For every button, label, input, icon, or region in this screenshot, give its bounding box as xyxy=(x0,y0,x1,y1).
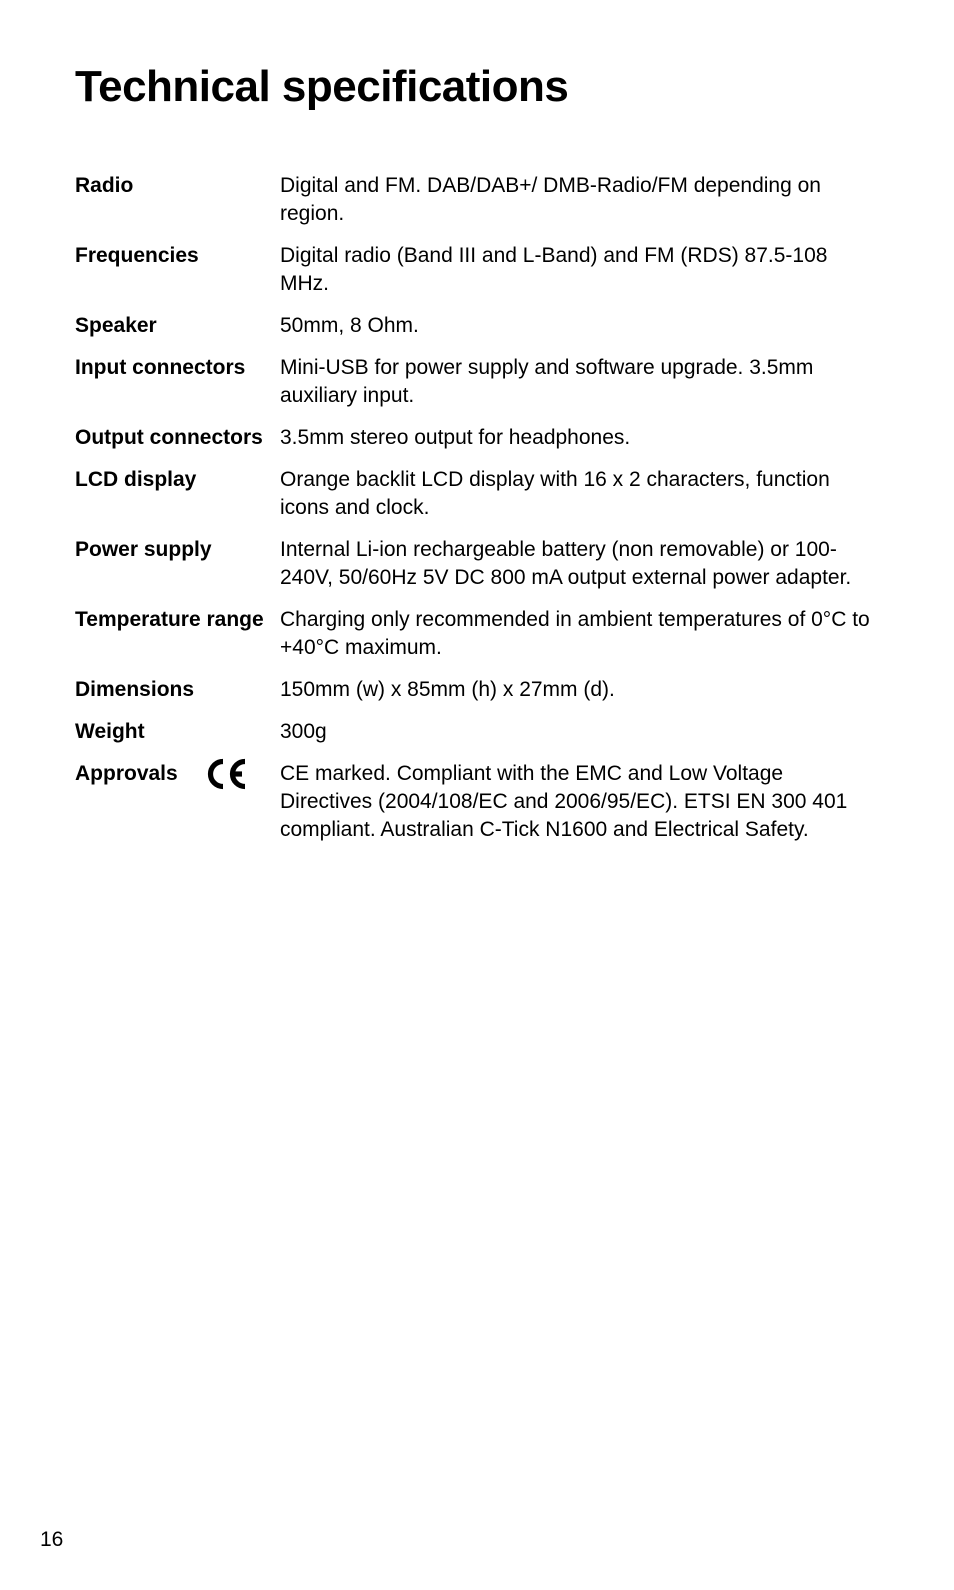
spec-row-output-connectors: Output connectors 3.5mm stereo output fo… xyxy=(75,424,879,452)
spec-row-power-supply: Power supply Internal Li-ion rechargeabl… xyxy=(75,536,879,592)
ce-mark-icon xyxy=(206,758,250,798)
spec-value: Digital radio (Band III and L-Band) and … xyxy=(280,242,879,298)
spec-value: 50mm, 8 Ohm. xyxy=(280,312,879,340)
spec-value: Internal Li-ion rechargeable battery (no… xyxy=(280,536,879,592)
spec-value: 3.5mm stereo output for headphones. xyxy=(280,424,879,452)
spec-label: Approvals xyxy=(75,760,280,798)
spec-value: 150mm (w) x 85mm (h) x 27mm (d). xyxy=(280,676,879,704)
spec-label: Output connectors xyxy=(75,424,280,452)
spec-row-input-connectors: Input connectors Mini-USB for power supp… xyxy=(75,354,879,410)
page-title: Technical specifications xyxy=(75,62,879,112)
spec-value: Digital and FM. DAB/DAB+/ DMB-Radio/FM d… xyxy=(280,172,879,228)
spec-row-lcd-display: LCD display Orange backlit LCD display w… xyxy=(75,466,879,522)
spec-label: Speaker xyxy=(75,312,280,340)
spec-value: Charging only recommended in ambient tem… xyxy=(280,606,879,662)
spec-value: 300g xyxy=(280,718,879,746)
spec-row-weight: Weight 300g xyxy=(75,718,879,746)
spec-value: Orange backlit LCD display with 16 x 2 c… xyxy=(280,466,879,522)
spec-label: Radio xyxy=(75,172,280,200)
spec-label: LCD display xyxy=(75,466,280,494)
spec-table: Radio Digital and FM. DAB/DAB+/ DMB-Radi… xyxy=(75,172,879,844)
spec-label: Frequencies xyxy=(75,242,280,270)
spec-label: Input connectors xyxy=(75,354,280,382)
spec-row-speaker: Speaker 50mm, 8 Ohm. xyxy=(75,312,879,340)
spec-row-frequencies: Frequencies Digital radio (Band III and … xyxy=(75,242,879,298)
spec-row-approvals: Approvals CE marked. Compliant with the … xyxy=(75,760,879,844)
page-number: 16 xyxy=(40,1528,63,1552)
spec-label: Dimensions xyxy=(75,676,280,704)
spec-row-temperature-range: Temperature range Charging only recommen… xyxy=(75,606,879,662)
spec-row-radio: Radio Digital and FM. DAB/DAB+/ DMB-Radi… xyxy=(75,172,879,228)
spec-label: Power supply xyxy=(75,536,280,564)
spec-label: Weight xyxy=(75,718,280,746)
spec-row-dimensions: Dimensions 150mm (w) x 85mm (h) x 27mm (… xyxy=(75,676,879,704)
spec-value: CE marked. Compliant with the EMC and Lo… xyxy=(280,760,879,844)
spec-label: Temperature range xyxy=(75,606,280,634)
spec-value: Mini-USB for power supply and software u… xyxy=(280,354,879,410)
page-content: Technical specifications Radio Digital a… xyxy=(0,0,954,844)
